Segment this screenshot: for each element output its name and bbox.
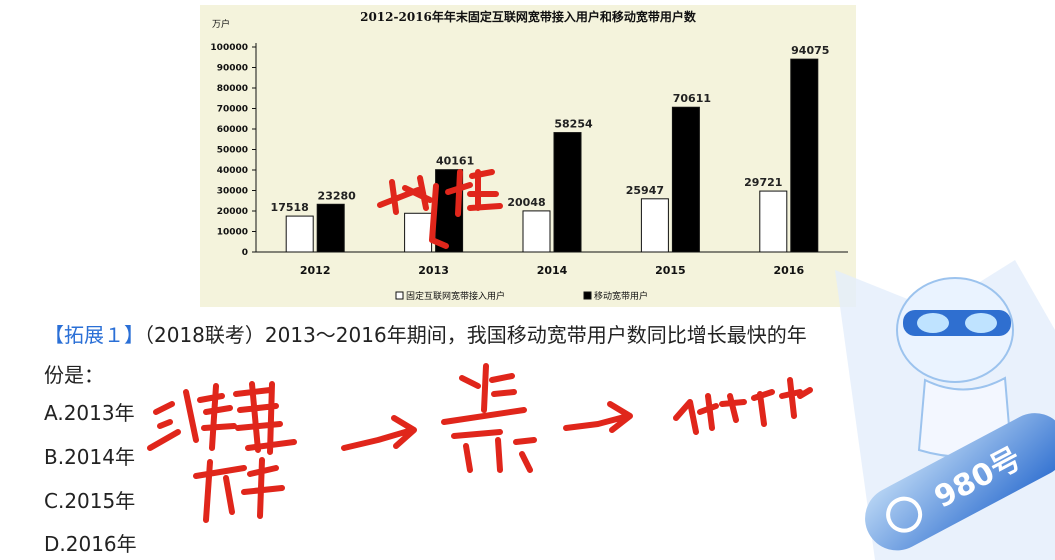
x-tick-label: 2015 [655, 264, 686, 277]
bar-mobile-broadband [435, 169, 464, 253]
data-label: 25947 [626, 184, 664, 197]
data-label: 20048 [507, 196, 545, 209]
y-tick-label: 80000 [217, 84, 248, 94]
data-label: 94075 [791, 44, 829, 57]
bar-mobile-broadband [790, 58, 819, 253]
bar-mobile-broadband [671, 106, 700, 253]
y-axis-unit-label: 万户 [212, 18, 230, 30]
question-text-line1: （2018联考）2013～2016年期间，我国移动宽带用户数同比增长最快的年 [144, 323, 807, 347]
option-b[interactable]: B.2014年 [44, 445, 135, 469]
x-tick-label: 2016 [773, 264, 804, 277]
option-a[interactable]: A.2013年 [44, 401, 135, 425]
bar-mobile-broadband [553, 132, 582, 253]
y-tick-label: 40000 [217, 166, 248, 176]
ink-scribble-left-2 [193, 457, 285, 523]
legend-swatch-mobile [583, 291, 592, 300]
y-tick-label: 10000 [217, 228, 248, 238]
ink-arrow-2 [563, 401, 633, 433]
mascot-illustration: 980号 [835, 260, 1055, 560]
question-text-line2: 份是： [44, 363, 104, 387]
data-label: 70611 [673, 92, 711, 105]
x-tick-label: 2013 [418, 264, 449, 277]
y-tick-label: 60000 [217, 125, 248, 135]
legend-label-fixed: 固定互联网宽带接入用户 [406, 290, 505, 302]
legend-label-mobile: 移动宽带用户 [594, 290, 648, 302]
bar-mobile-broadband [316, 203, 345, 253]
data-label: 40161 [436, 155, 474, 168]
y-tick-label: 90000 [217, 64, 248, 74]
bar-fixed-broadband [640, 198, 669, 253]
question-tag: 【拓展１】 [44, 323, 144, 347]
ink-arrow-1 [341, 415, 417, 451]
x-tick-label: 2014 [537, 264, 568, 277]
y-tick-label: 0 [242, 248, 248, 258]
data-label: 17518 [271, 201, 309, 214]
chart-title: 2012-2016年年末固定互联网宽带接入用户和移动宽带用户数 [360, 9, 697, 24]
bar-fixed-broadband [404, 212, 433, 253]
option-d[interactable]: D.2016年 [44, 532, 137, 556]
data-label: 58254 [554, 118, 593, 131]
bar-fixed-broadband [522, 210, 551, 253]
x-tick-label: 2012 [300, 264, 331, 277]
y-tick-label: 20000 [217, 207, 248, 217]
snowboard [865, 413, 1055, 551]
logo-icon [886, 496, 923, 533]
option-c[interactable]: C.2015年 [44, 489, 136, 513]
bar-chart-panel: 2012-2016年年末固定互联网宽带接入用户和移动宽带用户数万户 0 10000 2… [200, 5, 856, 307]
legend-swatch-fixed [395, 291, 404, 300]
y-tick-label: 100000 [210, 43, 248, 53]
y-tick-label: 70000 [217, 105, 248, 115]
question-block: 【拓展１】（2018联考）2013～2016年期间，我国移动宽带用户数同比增长最… [44, 315, 864, 395]
question-stem: 【拓展１】（2018联考）2013～2016年期间，我国移动宽带用户数同比增长最… [44, 315, 864, 355]
data-label: 23280 [318, 189, 357, 202]
y-tick-label: 50000 [217, 146, 248, 156]
bar-fixed-broadband [759, 190, 788, 253]
data-label: 29721 [744, 176, 782, 189]
bar-fixed-broadband [285, 215, 314, 253]
y-tick-label: 30000 [217, 187, 248, 197]
